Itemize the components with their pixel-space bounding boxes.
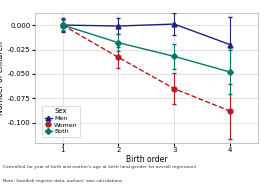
Legend: Men, Women, Both: Men, Women, Both: [42, 106, 80, 137]
Y-axis label: Number of children: Number of children: [0, 41, 5, 115]
Text: Note: Swedish register data, authors' own calculations: Note: Swedish register data, authors' ow…: [3, 179, 122, 183]
X-axis label: Birth order: Birth order: [126, 155, 167, 164]
Text: Controlled for year of birth and mother's age at birth (and gender for overall r: Controlled for year of birth and mother'…: [3, 165, 196, 169]
